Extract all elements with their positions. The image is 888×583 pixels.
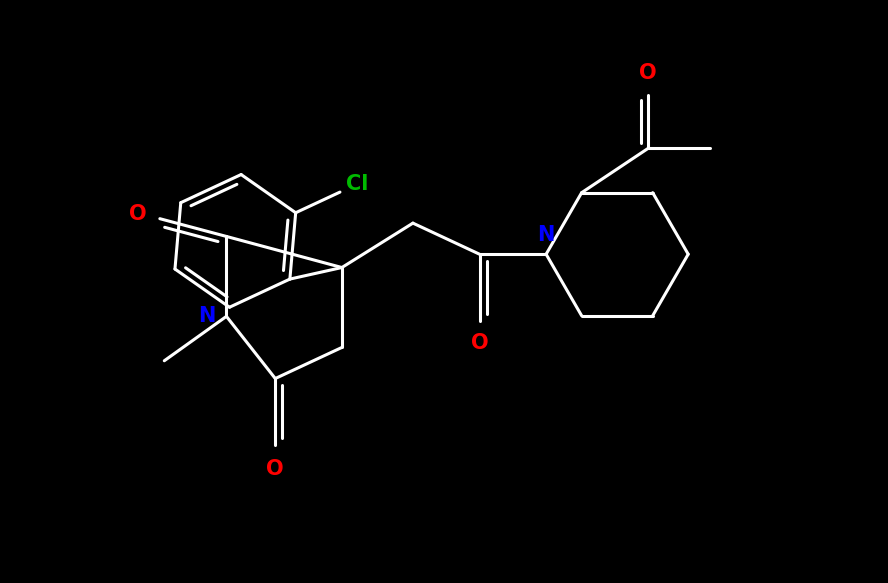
- Text: N: N: [198, 306, 216, 326]
- Text: O: O: [639, 63, 657, 83]
- Text: Cl: Cl: [346, 174, 369, 194]
- Text: O: O: [471, 333, 488, 353]
- Text: N: N: [537, 224, 555, 245]
- Text: O: O: [129, 204, 147, 224]
- Text: O: O: [266, 459, 284, 479]
